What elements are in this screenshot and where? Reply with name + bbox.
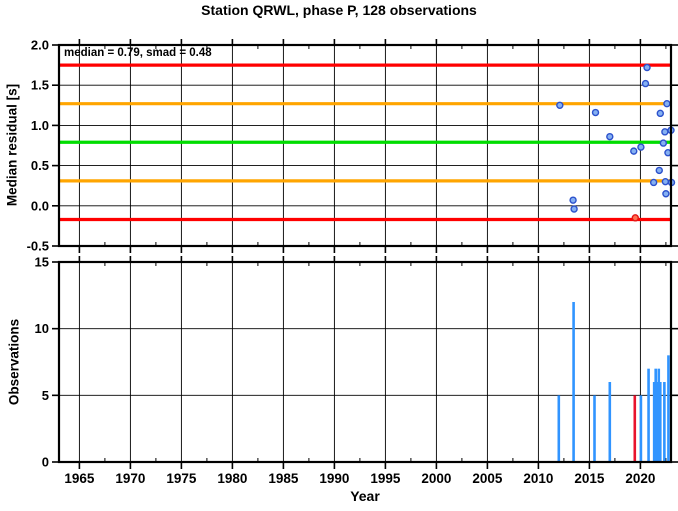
median-smad-annotation: median = 0.79, smad = 0.48: [64, 47, 212, 59]
observation-bar: [657, 368, 661, 462]
x-tick-label: 2010: [523, 471, 553, 486]
observation-bar: [652, 382, 656, 462]
data-point: [656, 109, 664, 118]
x-tick-label: 1985: [268, 471, 299, 486]
panel-frame: [57, 260, 673, 464]
observation-bar: [667, 355, 670, 462]
x-tick-label: 2015: [574, 471, 605, 486]
data-point: [570, 205, 578, 213]
x-tick-label: 1975: [166, 471, 197, 486]
flagged-observation-bar: [633, 395, 637, 462]
y-tick-label: 10: [35, 321, 49, 336]
observation-bar: [639, 395, 643, 462]
observation-bar: [663, 382, 666, 462]
x-tick-label: 1965: [64, 471, 95, 486]
observation-bar: [654, 368, 657, 462]
data-point: [661, 177, 670, 186]
x-axis-title-year: Year: [350, 488, 380, 504]
observation-bar: [608, 382, 612, 462]
data-point: [661, 128, 669, 136]
y-tick-label: 15: [35, 255, 49, 270]
panel-frame: [57, 43, 673, 248]
y-tick-label: 0: [42, 455, 49, 470]
data-point: [606, 132, 614, 141]
data-point: [630, 147, 638, 155]
data-point: [649, 178, 658, 187]
data-point: [591, 108, 600, 117]
y-tick-label: 0.5: [31, 158, 49, 173]
observation-bar: [658, 382, 662, 462]
y-axis-title-observations: Observations: [6, 318, 22, 406]
observation-bar: [593, 395, 596, 462]
observation-bar: [572, 302, 575, 462]
data-point: [662, 190, 670, 198]
observation-bar: [557, 395, 561, 462]
y-tick-label: 2.0: [31, 38, 49, 53]
x-tick-label: 2005: [472, 471, 503, 486]
y-tick-label: 5: [42, 388, 49, 403]
x-tick-label: 2020: [625, 471, 655, 486]
observation-bar: [647, 368, 650, 462]
data-point: [643, 63, 651, 72]
chart-title: Station QRWL, phase P, 128 observations: [201, 2, 477, 18]
data-point: [659, 139, 668, 147]
data-point: [655, 166, 663, 175]
data-point: [663, 99, 671, 108]
y-axis-title-residual: Median residual [s]: [4, 83, 20, 207]
y-tick-label: -0.5: [27, 239, 49, 254]
x-tick-label: 2000: [421, 471, 451, 486]
y-tick-label: 1.5: [31, 78, 49, 93]
data-point: [637, 143, 645, 151]
y-tick-label: 1.0: [31, 118, 49, 133]
y-tick-label: 0.0: [31, 198, 49, 213]
flagged-data-point: [631, 214, 639, 222]
observation-bar: [655, 382, 659, 462]
data-point: [569, 196, 577, 204]
data-point: [641, 79, 650, 88]
x-tick-label: 1990: [319, 471, 349, 486]
data-point: [556, 101, 564, 110]
x-tick-label: 1970: [115, 471, 145, 486]
x-tick-label: 1980: [217, 471, 247, 486]
x-tick-label: 1995: [370, 471, 401, 486]
